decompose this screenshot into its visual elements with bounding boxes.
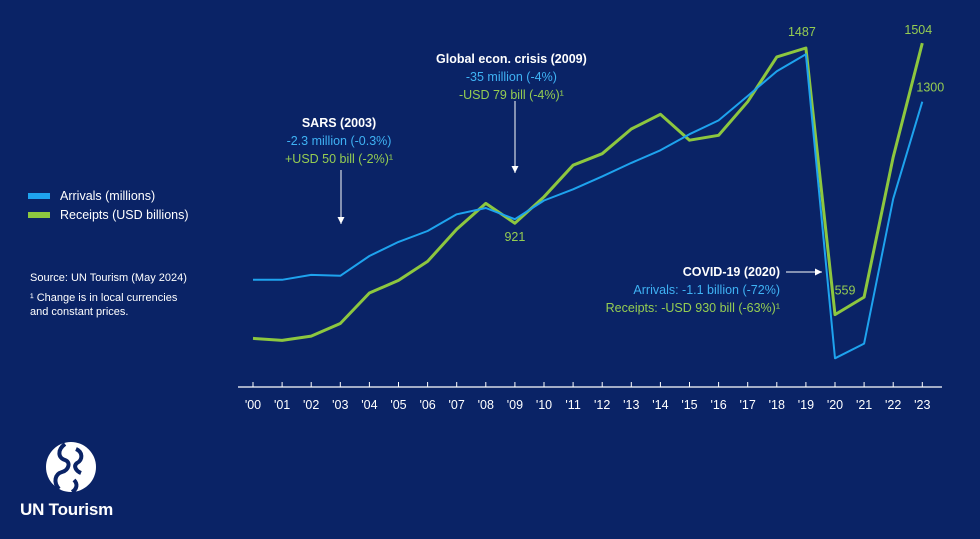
annotation-crisis-receipts: -USD 79 bill (-4%)¹ — [458, 88, 564, 102]
x-tick-label: '06 — [419, 398, 435, 412]
data-label: 1504 — [904, 23, 932, 37]
annotation-covid-arrivals: Arrivals: -1.1 billion (-72%) — [633, 283, 780, 297]
footnote-line-1: ¹ Change is in local currencies — [30, 292, 178, 304]
x-tick-label: '08 — [478, 398, 494, 412]
annotation-arrowhead — [815, 268, 822, 276]
annotation-covid-title: COVID-19 (2020) — [682, 265, 780, 279]
x-tick-label: '22 — [885, 398, 901, 412]
legend: Arrivals (millions) Receipts (USD billio… — [28, 186, 189, 224]
data-labels: 921 1487 559 1504 1300 — [504, 23, 944, 298]
series-line-receipts — [252, 42, 924, 342]
x-tick-label: '00 — [245, 398, 261, 412]
x-tick-label: '19 — [798, 398, 814, 412]
annotation-crisis: Global econ. crisis (2009) -35 million (… — [436, 50, 587, 104]
x-tick-label: '21 — [856, 398, 872, 412]
legend-label-receipts: Receipts (USD billions) — [60, 207, 189, 222]
annotation-pointers — [337, 101, 822, 276]
footnote-line-2: and constant prices. — [30, 306, 129, 318]
data-label: 921 — [504, 230, 525, 244]
legend-swatch-receipts — [28, 211, 50, 218]
annotation-arrowhead — [337, 217, 345, 224]
annotation-covid-receipts: Receipts: -USD 930 bill (-63%)¹ — [605, 301, 780, 315]
x-tick-label: '13 — [623, 398, 639, 412]
x-tick-label: '02 — [303, 398, 319, 412]
x-tick-label: '18 — [769, 398, 785, 412]
x-tick-label: '15 — [681, 398, 697, 412]
x-tick-label: '12 — [594, 398, 610, 412]
series-lines — [252, 42, 924, 360]
annotation-covid: COVID-19 (2020) Arrivals: -1.1 billion (… — [606, 263, 780, 317]
data-label: 1300 — [916, 81, 944, 95]
x-tick-label: '10 — [536, 398, 552, 412]
annotation-crisis-arrivals: -35 million (-4%) — [465, 70, 557, 84]
annotation-sars-title: SARS (2003) — [301, 116, 377, 130]
x-tick-label: '05 — [390, 398, 406, 412]
x-tick-label: '17 — [740, 398, 756, 412]
x-axis: '00 '01 '02 '03 '04 '05 '06 '07 '08 '09 '10 '11 '12 '… — [238, 382, 942, 412]
data-label: 559 — [835, 284, 856, 298]
annotation-sars: SARS (2003) -2.3 million (-0.3%) +USD 50… — [285, 114, 393, 168]
x-tick-label: '14 — [652, 398, 668, 412]
globe-icon — [46, 442, 96, 494]
x-tick-label: '07 — [449, 398, 465, 412]
x-tick-label: '03 — [332, 398, 348, 412]
source-note: Source: UN Tourism (May 2024) ¹ Change i… — [30, 271, 230, 319]
x-tick-label: '09 — [507, 398, 523, 412]
x-tick-label: '20 — [827, 398, 843, 412]
source-line: Source: UN Tourism (May 2024) — [30, 272, 187, 284]
annotation-arrowhead — [511, 166, 519, 173]
legend-label-arrivals: Arrivals (millions) — [60, 188, 156, 203]
legend-item-receipts: Receipts (USD billions) — [28, 205, 189, 224]
annotation-crisis-title: Global econ. crisis (2009) — [436, 52, 587, 66]
annotation-sars-receipts: +USD 50 bill (-2%)¹ — [285, 152, 394, 166]
x-tick-label: '01 — [274, 398, 290, 412]
x-tick-label: '23 — [914, 398, 930, 412]
x-tick-label: '04 — [361, 398, 377, 412]
series-line-arrivals — [253, 53, 924, 360]
legend-swatch-arrivals — [28, 192, 50, 199]
annotation-sars-arrivals: -2.3 million (-0.3%) — [286, 134, 392, 148]
x-tick-label: '16 — [710, 398, 726, 412]
x-tick-label: '11 — [565, 398, 580, 412]
logo-text: UN Tourism — [20, 500, 114, 519]
legend-item-arrivals: Arrivals (millions) — [28, 186, 189, 205]
data-label: 1487 — [788, 25, 816, 39]
